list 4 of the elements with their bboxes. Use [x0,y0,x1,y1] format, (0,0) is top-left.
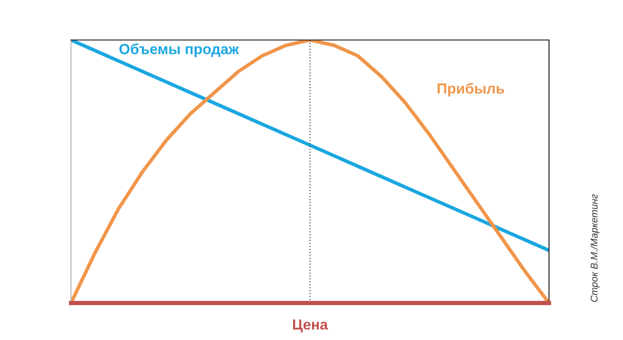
series-label: Объемы продаж [119,43,240,58]
text: Строк В.М./Маркетинг [590,194,600,302]
x-axis-title: Цена [293,320,328,332]
text: Прибыль [438,82,504,97]
